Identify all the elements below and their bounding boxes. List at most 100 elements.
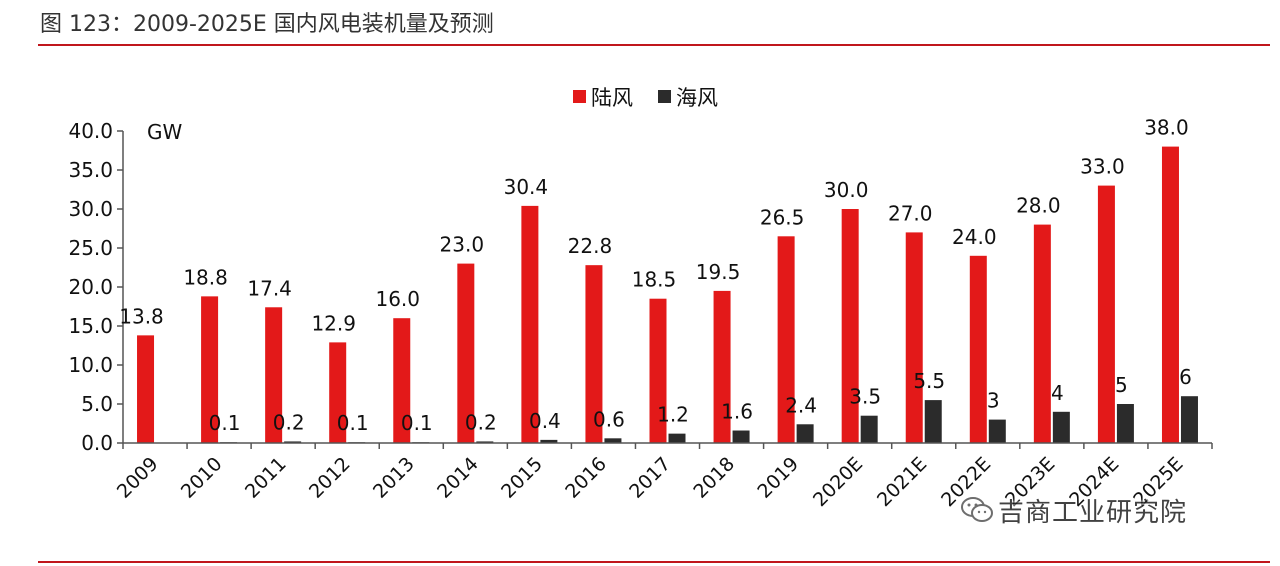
data-label-offshore: 0.1	[401, 411, 433, 435]
x-tick-label: 2019	[753, 453, 803, 503]
legend-swatch	[658, 90, 671, 103]
data-label-onshore: 12.9	[311, 311, 356, 335]
bar-offshore	[1180, 396, 1198, 443]
data-label-onshore: 30.4	[504, 175, 549, 199]
data-label-onshore: 17.4	[247, 276, 292, 300]
data-label-onshore: 30.0	[824, 178, 869, 202]
bar-onshore	[777, 236, 795, 443]
bar-onshore	[585, 265, 603, 443]
bar-offshore	[284, 441, 302, 443]
bar-offshore	[860, 415, 878, 443]
data-label-onshore: 22.8	[568, 234, 613, 258]
wechat-icon	[961, 497, 993, 522]
data-label-offshore: 0.6	[593, 407, 625, 431]
y-tick-label: 0.0	[81, 431, 113, 455]
bar-onshore	[713, 290, 731, 443]
y-tick-label: 35.0	[68, 158, 113, 182]
legend-label: 陆风	[591, 86, 633, 110]
data-label-offshore: 0.2	[273, 410, 305, 434]
data-label-offshore: 1.2	[657, 403, 689, 427]
bar-offshore	[988, 419, 1006, 443]
bar-onshore	[1161, 146, 1179, 443]
legend: 陆风 海风	[573, 86, 718, 110]
legend-swatch	[573, 90, 586, 103]
figure-header: 图 123：2009-2025E 国内风电装机量及预测	[40, 10, 1270, 40]
y-tick-label: 20.0	[68, 275, 113, 299]
data-label-offshore: 3.5	[849, 385, 881, 409]
y-axis: 0.0 5.0 10.0 15.0 20.0 25.0 30.0 35.0 40.0 GW	[68, 119, 182, 455]
data-label-offshore: 0.4	[529, 409, 561, 433]
data-label-onshore: 18.8	[183, 265, 228, 289]
bar-onshore	[1033, 224, 1051, 443]
data-label-onshore: 18.5	[632, 268, 677, 292]
data-label-offshore: 0.1	[337, 411, 369, 435]
data-label-onshore: 27.0	[888, 201, 933, 225]
bar-onshore	[969, 255, 987, 443]
bar-onshore	[329, 342, 347, 443]
bar-offshore	[732, 430, 750, 443]
x-tick-label: 2010	[177, 453, 227, 503]
bar-offshore	[604, 438, 622, 443]
y-unit-label: GW	[147, 120, 182, 144]
watermark-text: 吉商工业研究院	[998, 497, 1188, 528]
x-tick-label: 2015	[497, 453, 547, 503]
data-label-offshore: 5.5	[913, 369, 945, 393]
data-label-onshore: 33.0	[1080, 155, 1125, 179]
bar-offshore	[796, 424, 814, 443]
data-label-onshore: 26.5	[760, 205, 805, 229]
y-tick-label: 15.0	[68, 314, 113, 338]
legend-label: 海风	[676, 86, 718, 110]
bar-offshore	[1052, 411, 1070, 443]
y-tick-label: 30.0	[68, 197, 113, 221]
x-tick-label: 2018	[689, 453, 739, 503]
bar-onshore	[201, 296, 219, 443]
y-tick-label: 40.0	[68, 119, 113, 143]
data-label-offshore: 2.4	[785, 393, 817, 417]
data-label-onshore: 24.0	[952, 225, 997, 249]
bar-onshore	[265, 307, 283, 443]
bar-offshore	[668, 433, 686, 443]
bar-onshore	[841, 209, 859, 443]
figure-title: 图 123：2009-2025E 国内风电装机量及预测	[40, 12, 494, 37]
bar-series	[137, 146, 1198, 444]
bar-offshore	[924, 400, 942, 443]
bar-onshore	[393, 318, 411, 443]
data-label-offshore: 0.1	[209, 411, 241, 435]
y-tick-label: 5.0	[81, 392, 113, 416]
bar-onshore	[905, 232, 923, 443]
data-label-onshore: 19.5	[696, 260, 741, 284]
data-label-onshore: 28.0	[1016, 194, 1061, 218]
data-label-onshore: 38.0	[1144, 116, 1189, 140]
data-label-onshore: 16.0	[375, 287, 420, 311]
x-tick-label: 2021E	[873, 453, 931, 511]
bar-offshore	[540, 439, 558, 443]
data-label-offshore: 0.2	[465, 410, 497, 434]
x-tick-label: 2012	[305, 453, 355, 503]
data-labels: 13.8 18.8 0.1 17.4 0.2 12.9 0.1 16.0 0.1 23.0 0.2 3…	[119, 116, 1192, 436]
data-label-offshore: 6	[1179, 365, 1192, 389]
bar-onshore	[137, 335, 155, 443]
y-tick-label: 10.0	[68, 353, 113, 377]
bar-onshore	[521, 205, 539, 443]
x-tick-label: 2016	[561, 453, 611, 503]
x-tick-label: 2020E	[809, 453, 867, 511]
bar-onshore	[457, 263, 475, 443]
data-label-offshore: 5	[1115, 373, 1128, 397]
data-label-offshore: 1.6	[721, 400, 753, 424]
x-tick-label: 2017	[625, 453, 675, 503]
watermark: 吉商工业研究院	[960, 490, 1187, 530]
top-divider	[38, 44, 1270, 46]
data-label-offshore: 4	[1051, 381, 1064, 405]
bar-offshore	[476, 441, 494, 443]
x-tick-label: 2013	[369, 453, 419, 503]
data-label-onshore: 23.0	[440, 233, 485, 257]
x-tick-label: 2009	[113, 453, 163, 503]
x-tick-label: 2011	[241, 453, 291, 503]
bottom-divider	[38, 561, 1270, 563]
data-label-onshore: 13.8	[119, 304, 164, 328]
y-tick-label: 25.0	[68, 236, 113, 260]
bar-offshore	[1116, 404, 1134, 443]
bar-onshore	[1097, 185, 1115, 443]
data-label-offshore: 3	[987, 389, 1000, 413]
